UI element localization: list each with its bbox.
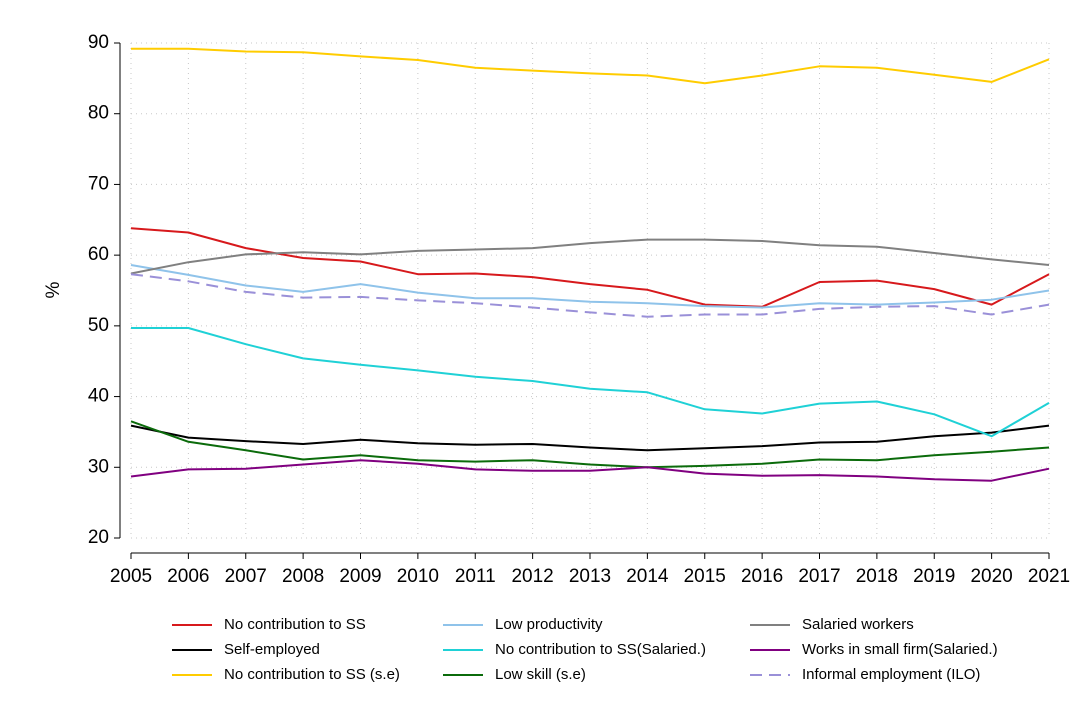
y-tick-label: 20 — [88, 527, 109, 548]
legend-label: No contribution to SS(Salaried.) — [495, 641, 706, 658]
y-tick-label: 50 — [88, 315, 109, 336]
x-tick-label: 2021 — [1028, 566, 1070, 587]
series-line-4 — [131, 327, 1050, 438]
legend-item: Low skill (s.e) — [443, 666, 586, 683]
grid-lines — [130, 42, 1050, 539]
x-tick-label: 2016 — [741, 566, 783, 587]
legend-label: Informal employment (ILO) — [802, 666, 980, 683]
series-line-3 — [130, 264, 1050, 309]
y-axis-title: % — [43, 281, 64, 298]
legend-item: No contribution to SS (s.e) — [172, 666, 400, 683]
series-lines — [130, 47, 1050, 482]
legend-label: Works in small firm(Salaried.) — [802, 641, 998, 658]
legend-item: Works in small firm(Salaried.) — [750, 641, 998, 658]
series-line-2 — [131, 47, 1050, 85]
legend-label: Self-employed — [224, 641, 320, 658]
x-tick-label: 2011 — [455, 566, 496, 587]
x-tick-label: 2006 — [167, 566, 209, 587]
legend: No contribution to SS Self-employed No con… — [172, 616, 998, 683]
legend-item: No contribution to SS(Salaried.) — [443, 641, 706, 658]
y-tick-label: 90 — [88, 32, 109, 53]
y-tick-label: 40 — [88, 386, 109, 407]
legend-label: No contribution to SS — [224, 616, 366, 633]
x-tick-label: 2013 — [569, 566, 611, 587]
x-tick-label: 2007 — [225, 566, 267, 587]
x-tick-label: 2010 — [397, 566, 439, 587]
x-tick-label: 2009 — [339, 566, 381, 587]
series-line-1 — [130, 424, 1050, 452]
y-tick-label: 70 — [88, 173, 109, 194]
legend-item: Low productivity — [443, 616, 603, 633]
legend-item: Self-employed — [172, 641, 320, 658]
y-axis: 20 30 40 50 60 70 80 90 — [88, 32, 121, 548]
x-tick-label: 2008 — [282, 566, 324, 587]
legend-item: Salaried workers — [750, 616, 914, 633]
x-tick-label: 2015 — [684, 566, 726, 587]
x-tick-label: 2018 — [856, 566, 898, 587]
x-tick-label: 2019 — [913, 566, 955, 587]
series-line-7 — [130, 459, 1050, 482]
series-line-0 — [130, 227, 1050, 308]
x-tick-label: 2014 — [626, 566, 669, 587]
legend-label: Low skill (s.e) — [495, 666, 586, 683]
y-tick-label: 30 — [88, 456, 109, 477]
series-line-5 — [130, 420, 1050, 469]
series-line-8 — [130, 273, 1050, 318]
x-tick-label: 2020 — [970, 566, 1012, 587]
legend-item: No contribution to SS — [172, 616, 366, 633]
series-line-6 — [130, 238, 1050, 275]
x-tick-label: 2017 — [798, 566, 840, 587]
legend-label: Low productivity — [495, 616, 603, 633]
x-axis: 2005 2006 2007 2008 2009 2010 2011 2012 2013 2014… — [110, 552, 1070, 587]
legend-label: Salaried workers — [802, 616, 914, 633]
legend-label: No contribution to SS (s.e) — [224, 666, 400, 683]
legend-item: Informal employment (ILO) — [750, 666, 980, 683]
y-tick-label: 80 — [88, 103, 109, 124]
x-tick-label: 2012 — [511, 566, 553, 587]
x-tick-label: 2005 — [110, 566, 152, 587]
y-tick-label: 60 — [88, 244, 109, 265]
